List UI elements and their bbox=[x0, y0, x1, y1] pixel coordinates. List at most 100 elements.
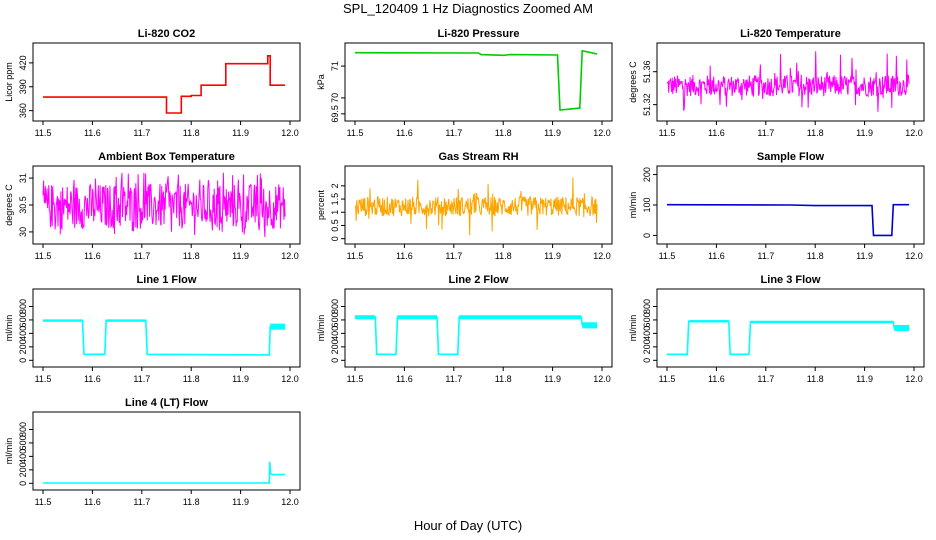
y-tick-label: 0.5 bbox=[330, 219, 340, 232]
panel-title: Line 4 (LT) Flow bbox=[125, 397, 208, 409]
y-tick-label: 1 bbox=[330, 210, 340, 215]
series-line bbox=[666, 51, 910, 112]
x-tick-label: 11.5 bbox=[347, 251, 364, 261]
series-line bbox=[43, 319, 286, 356]
x-axis-caption: Hour of Day (UTC) bbox=[413, 518, 523, 533]
x-tick-label: 11.8 bbox=[495, 128, 512, 138]
y-tick-label: 800 bbox=[18, 422, 28, 437]
x-tick-label: 11.7 bbox=[133, 497, 150, 507]
x-tick-label: 11.5 bbox=[347, 374, 364, 384]
figure-title: SPL_120409 1 Hz Diagnostics Zoomed AM bbox=[342, 1, 594, 16]
panel-title: Line 1 Flow bbox=[137, 274, 197, 286]
y-tick-label: 800 bbox=[18, 299, 28, 314]
y-tick-label: 800 bbox=[330, 299, 340, 314]
panel-frame bbox=[656, 42, 925, 122]
x-tick-label: 11.5 bbox=[35, 497, 52, 507]
y-axis-label: ml/min bbox=[4, 315, 14, 342]
series-noise-band bbox=[43, 319, 83, 322]
y-tick-label: 600 bbox=[18, 312, 28, 327]
x-tick-label: 11.7 bbox=[133, 251, 150, 261]
panel-title: Li-820 Temperature bbox=[740, 28, 841, 40]
y-tick-label: 71 bbox=[330, 61, 340, 71]
panel-title: Li-820 CO2 bbox=[138, 28, 195, 40]
panel-frame bbox=[344, 165, 613, 245]
y-tick-label: 400 bbox=[18, 326, 28, 341]
y-tick-label: 360 bbox=[18, 103, 28, 118]
x-tick-label: 11.6 bbox=[396, 128, 413, 138]
x-tick-label: 11.6 bbox=[708, 128, 725, 138]
y-tick-label: 0 bbox=[330, 236, 340, 241]
y-tick-label: 200 bbox=[642, 339, 652, 354]
y-tick-label: 51.32 bbox=[642, 93, 652, 116]
x-tick-label: 11.5 bbox=[35, 251, 52, 261]
x-tick-label: 11.6 bbox=[396, 251, 413, 261]
x-tick-label: 11.5 bbox=[659, 251, 676, 261]
panel-title: Gas Stream RH bbox=[438, 151, 518, 163]
y-tick-label: 600 bbox=[18, 435, 28, 450]
panel-title: Line 2 Flow bbox=[449, 274, 509, 286]
y-tick-label: 200 bbox=[18, 339, 28, 354]
x-tick-label: 11.5 bbox=[35, 374, 52, 384]
x-tick-label: 11.6 bbox=[708, 374, 725, 384]
x-tick-label: 11.8 bbox=[183, 128, 200, 138]
x-tick-label: 11.8 bbox=[183, 251, 200, 261]
x-tick-label: 11.6 bbox=[84, 374, 101, 384]
x-tick-label: 11.6 bbox=[84, 128, 101, 138]
y-axis-label: ml/min bbox=[628, 192, 638, 219]
x-tick-label: 11.8 bbox=[495, 251, 512, 261]
x-tick-label: 11.8 bbox=[495, 374, 512, 384]
x-tick-label: 12.0 bbox=[281, 374, 299, 384]
x-tick-label: 11.8 bbox=[183, 374, 200, 384]
x-tick-label: 12.0 bbox=[905, 251, 923, 261]
x-tick-label: 11.5 bbox=[659, 128, 676, 138]
series-line bbox=[667, 320, 910, 356]
y-tick-label: 400 bbox=[18, 449, 28, 464]
x-tick-label: 11.9 bbox=[232, 497, 249, 507]
y-axis-label: kPa bbox=[316, 74, 326, 90]
y-tick-label: 0 bbox=[18, 481, 28, 486]
y-tick-label: 51.36 bbox=[642, 60, 652, 83]
y-tick-label: 2 bbox=[330, 183, 340, 188]
x-tick-label: 11.5 bbox=[35, 128, 52, 138]
x-tick-label: 12.0 bbox=[281, 128, 299, 138]
x-tick-label: 11.7 bbox=[757, 374, 774, 384]
x-tick-label: 11.8 bbox=[807, 374, 824, 384]
x-tick-label: 11.9 bbox=[856, 128, 873, 138]
y-tick-label: 31 bbox=[18, 173, 28, 183]
panel-title: Ambient Box Temperature bbox=[98, 151, 235, 163]
panel-title: Li-820 Pressure bbox=[438, 28, 520, 40]
series-line bbox=[42, 172, 286, 238]
x-tick-label: 11.6 bbox=[708, 251, 725, 261]
y-tick-label: 400 bbox=[330, 326, 340, 341]
y-tick-label: 200 bbox=[642, 167, 652, 182]
y-axis-label: ml/min bbox=[316, 315, 326, 342]
panel-title: Sample Flow bbox=[757, 151, 825, 163]
series-noise-band bbox=[270, 323, 286, 330]
x-tick-label: 11.9 bbox=[232, 374, 249, 384]
x-tick-label: 11.9 bbox=[544, 251, 561, 261]
x-tick-label: 11.6 bbox=[396, 374, 413, 384]
series-noise-band bbox=[582, 322, 598, 329]
y-tick-label: 100 bbox=[642, 197, 652, 212]
x-tick-label: 12.0 bbox=[905, 374, 923, 384]
panel-frame bbox=[344, 42, 613, 122]
y-tick-label: 69.5 bbox=[330, 105, 340, 123]
series-noise-band bbox=[894, 324, 910, 332]
x-tick-label: 12.0 bbox=[593, 374, 611, 384]
x-tick-label: 11.9 bbox=[856, 251, 873, 261]
y-tick-label: 390 bbox=[18, 79, 28, 94]
y-axis-label: degrees C bbox=[4, 184, 14, 226]
series-line bbox=[354, 49, 598, 111]
x-tick-label: 11.7 bbox=[133, 128, 150, 138]
series-line bbox=[666, 203, 910, 237]
panel-title: Line 3 Flow bbox=[761, 274, 821, 286]
series-line bbox=[43, 55, 286, 114]
x-tick-label: 12.0 bbox=[593, 128, 611, 138]
panel-frame bbox=[32, 42, 301, 122]
series-noise-band bbox=[106, 319, 146, 322]
y-tick-label: 400 bbox=[642, 326, 652, 341]
y-tick-label: 600 bbox=[330, 312, 340, 327]
panel-frame bbox=[656, 288, 925, 368]
series-line bbox=[43, 461, 286, 484]
